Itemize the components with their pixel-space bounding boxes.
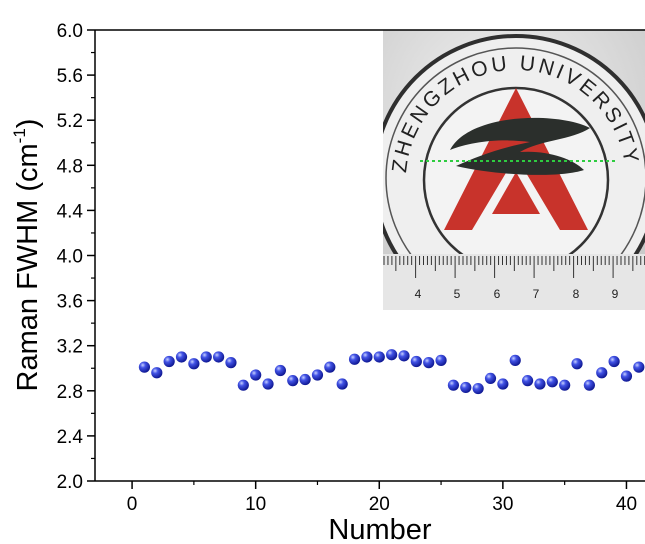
seal-red-inner	[492, 172, 540, 214]
data-point	[138, 361, 151, 373]
y-tick-label: 5.6	[57, 66, 83, 87]
y-tick-label: 4.4	[57, 201, 84, 222]
y-tick-labels: 2.0 2.4 2.8 3.2 3.6 4.0 4.4 4.8 5.2 5.6 6.0	[57, 21, 84, 493]
data-point	[212, 351, 225, 363]
x-tick-label: 10	[245, 494, 266, 515]
data-point	[348, 353, 361, 365]
x-axis-title: Number	[328, 514, 431, 544]
data-point	[373, 351, 385, 363]
data-point	[410, 355, 422, 368]
data-point	[534, 378, 546, 390]
y-axis-title-close: )	[12, 119, 44, 129]
ruler-label: 7	[533, 287, 540, 301]
ruler-labels: 4 5 6 7 8 9	[415, 287, 619, 301]
ruler-ticks	[383, 256, 645, 278]
y-tick-label: 2.8	[57, 382, 83, 403]
data-point	[163, 355, 175, 368]
data-point	[299, 373, 311, 386]
data-points	[138, 349, 645, 395]
data-point	[447, 379, 460, 391]
x-tick-label: 0	[127, 494, 138, 515]
data-point	[435, 354, 447, 366]
data-point	[188, 358, 200, 370]
data-point	[175, 351, 188, 363]
data-point	[225, 357, 237, 369]
y-tick-label: 5.2	[57, 111, 83, 132]
x-tick-label: 20	[369, 494, 390, 515]
y-axis-title: Raman FWHM (cm-1)	[10, 119, 44, 392]
data-point	[274, 364, 286, 377]
data-point	[398, 350, 410, 362]
x-tick-label: 30	[492, 494, 513, 515]
ruler-label: 5	[454, 287, 461, 301]
data-point	[336, 378, 348, 390]
inset-photo: ZHENGZHOU UNIVERSITY 4 5 6 7 8 9	[383, 30, 645, 310]
data-point	[559, 379, 571, 391]
data-point	[250, 369, 262, 381]
data-point	[287, 375, 299, 387]
y-tick-label: 3.2	[57, 337, 83, 358]
y-tick-label: 6.0	[57, 21, 83, 42]
data-point	[311, 369, 324, 381]
y-tick-label: 4.8	[57, 156, 83, 177]
data-point	[262, 378, 274, 390]
data-point	[423, 357, 435, 369]
data-point	[521, 375, 534, 387]
data-point	[633, 361, 645, 373]
data-point	[484, 372, 497, 384]
data-point	[546, 376, 558, 388]
y-tick-label: 4.0	[57, 247, 83, 268]
data-point	[237, 379, 249, 391]
data-point	[596, 367, 608, 379]
data-point	[200, 351, 212, 363]
y-axis-title-main: Raman FWHM (cm	[12, 143, 44, 391]
seal-red-triangle	[444, 88, 588, 230]
data-point	[583, 379, 595, 391]
axis-ticks	[87, 29, 628, 489]
ruler-label: 6	[494, 287, 501, 301]
x-tick-label: 40	[616, 494, 637, 515]
data-point	[324, 361, 336, 373]
data-point	[497, 378, 509, 390]
ruler-label: 8	[573, 287, 580, 301]
data-point	[472, 382, 484, 395]
data-point	[509, 354, 521, 366]
data-point	[460, 381, 472, 394]
data-point	[608, 355, 620, 368]
data-point	[386, 349, 398, 361]
y-tick-label: 2.4	[57, 427, 84, 448]
y-tick-label: 3.6	[57, 292, 83, 313]
data-point	[151, 367, 163, 379]
ruler-label: 4	[415, 287, 422, 301]
y-axis-title-sup: -1	[10, 128, 29, 143]
data-point	[620, 370, 633, 382]
data-point	[361, 351, 373, 363]
x-tick-labels: 0 10 20 30 40	[127, 494, 637, 515]
ruler-label: 9	[612, 287, 619, 301]
y-tick-label: 2.0	[57, 472, 83, 493]
data-point	[571, 358, 583, 370]
